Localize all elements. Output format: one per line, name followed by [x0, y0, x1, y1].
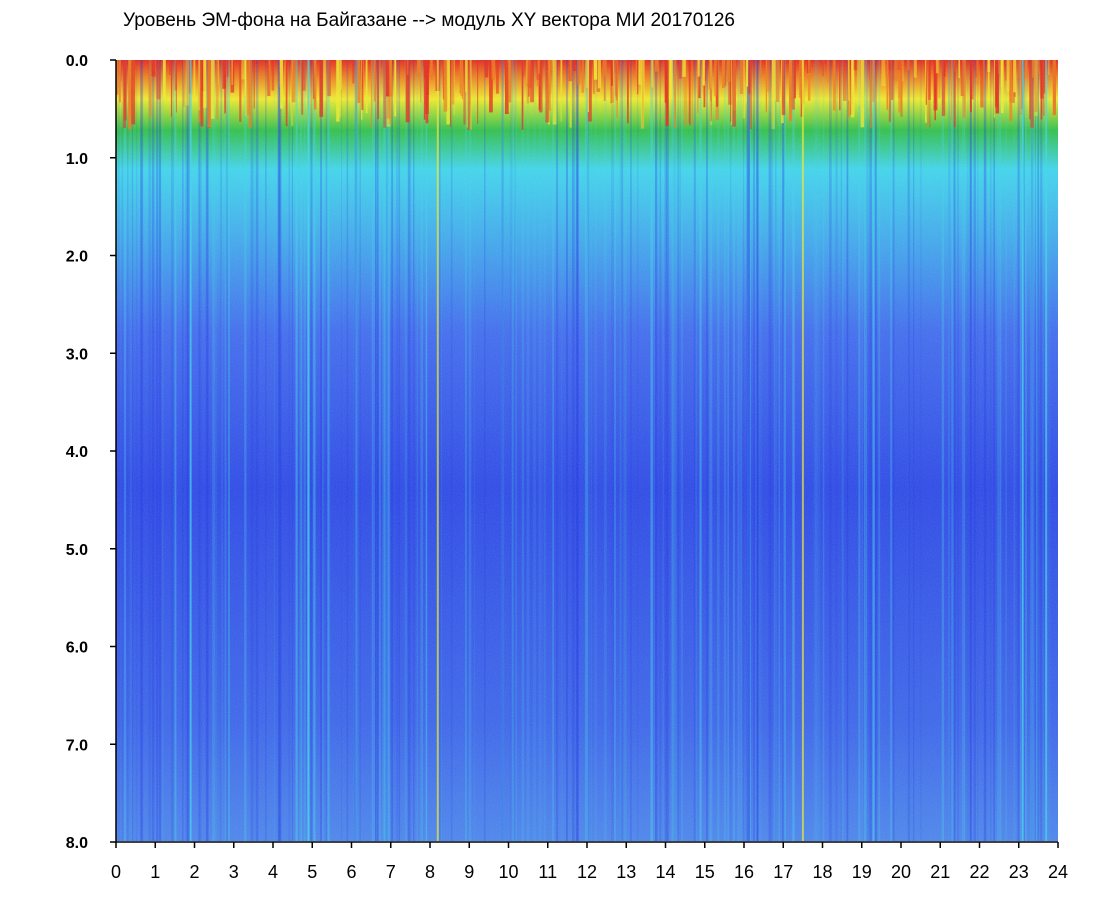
- x-tick-label: 14: [655, 862, 675, 882]
- axes: 0.01.02.03.04.05.06.07.08.0 0 1 2 3 4 5 6 7 8 9 10…: [66, 53, 1068, 882]
- chart-title: Уровень ЭМ-фона на Байгазане --> модуль …: [123, 10, 735, 31]
- y-tick-label: 2.0: [66, 249, 88, 266]
- x-tick-label: 20: [891, 862, 911, 882]
- x-tick-label: 5: [307, 862, 317, 882]
- x-tick-label: 6: [346, 862, 356, 882]
- x-ticks: 0 1 2 3 4 5 6 7 8 9 10 11 12 13 14 15 16 17 18 19 20 21 22 23 24: [111, 842, 1068, 882]
- plot-area: [116, 60, 1058, 841]
- x-tick-label: 0: [111, 862, 121, 882]
- x-tick-label: 15: [695, 862, 715, 882]
- y-tick-label: 3.0: [66, 346, 88, 363]
- x-tick-label: 18: [812, 862, 832, 882]
- y-tick-label: 7.0: [66, 737, 88, 754]
- x-tick-label: 10: [498, 862, 518, 882]
- x-tick-label: 17: [773, 862, 793, 882]
- x-tick-label: 12: [577, 862, 597, 882]
- y-tick-label: 1.0: [66, 151, 88, 168]
- x-tick-label: 24: [1048, 862, 1068, 882]
- x-tick-label: 9: [464, 862, 474, 882]
- y-tick-label: 4.0: [66, 444, 88, 461]
- y-tick-label: 6.0: [66, 640, 88, 657]
- x-tick-label: 21: [930, 862, 950, 882]
- x-tick-label: 23: [1009, 862, 1029, 882]
- x-tick-label: 2: [189, 862, 199, 882]
- y-tick-label: 0.0: [66, 53, 88, 70]
- y-tick-label: 8.0: [66, 835, 88, 852]
- x-tick-label: 19: [852, 862, 872, 882]
- x-tick-label: 3: [229, 862, 239, 882]
- x-tick-label: 11: [538, 862, 557, 882]
- x-tick-label: 22: [969, 862, 989, 882]
- y-ticks: 0.0 1.0 2.0 3.0 4.0 5.0 6.0 7.0 8.0: [66, 53, 116, 852]
- x-tick-label: 16: [734, 862, 754, 882]
- x-tick-label: 8: [425, 862, 435, 882]
- x-tick-label: 7: [386, 862, 396, 882]
- x-tick-label: 4: [268, 862, 278, 882]
- heatmap-noise: [116, 60, 1058, 841]
- x-tick-label: 13: [616, 862, 636, 882]
- y-tick-label: 5.0: [66, 542, 88, 559]
- x-tick-label: 1: [150, 862, 160, 882]
